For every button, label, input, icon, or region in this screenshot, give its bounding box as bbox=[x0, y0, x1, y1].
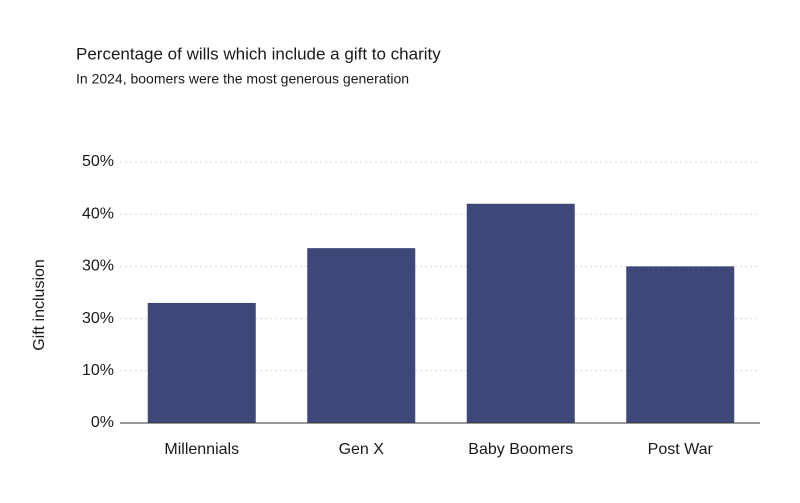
x-tick-label: Gen X bbox=[339, 441, 385, 458]
bar bbox=[466, 203, 575, 423]
chart-subtitle: In 2024, boomers were the most generous … bbox=[76, 71, 409, 87]
bar bbox=[626, 266, 735, 423]
bar bbox=[147, 302, 256, 423]
y-tick-label: 30% bbox=[82, 258, 114, 275]
y-tick-label: 30% bbox=[82, 310, 114, 327]
chart-title: Percentage of wills which include a gift… bbox=[76, 44, 441, 63]
y-tick-label: 0% bbox=[91, 414, 114, 431]
x-tick-label: Post War bbox=[648, 441, 714, 458]
y-tick-label: 40% bbox=[82, 205, 114, 222]
bar bbox=[307, 248, 416, 423]
x-tick-label: Millennials bbox=[164, 441, 239, 458]
x-tick-label: Baby Boomers bbox=[468, 441, 573, 458]
y-axis-label: Gift inclusion bbox=[31, 259, 48, 351]
y-tick-label: 10% bbox=[82, 362, 114, 379]
y-tick-label: 50% bbox=[82, 153, 114, 170]
